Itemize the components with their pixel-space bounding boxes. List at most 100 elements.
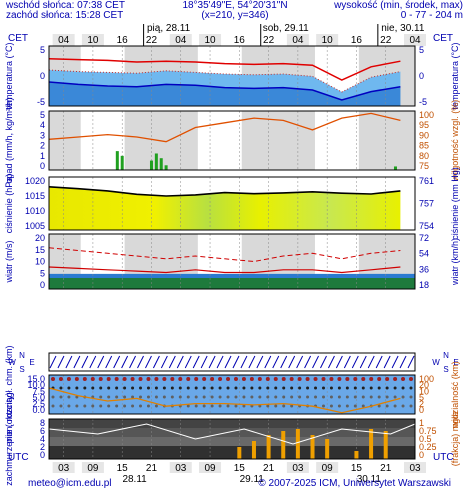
cloud-dot-1-13 [154,386,158,390]
wind-arrow-32 [304,355,312,369]
bottom-hour-cell-9 [316,462,339,473]
cloud-dot-1-20 [210,386,214,390]
cloud-dot-2-40 [369,395,373,399]
bottom-hour-label-5: 09 [204,463,216,474]
cloud-dot-2-8 [115,395,119,399]
temp-min-line [48,81,401,101]
cloud-dot-0-42 [385,377,390,381]
temp-mid-line [48,69,401,93]
cloud-dot-0-44 [401,377,406,381]
bottom-hour-cell-11 [374,462,397,473]
cloud-dot-1-23 [234,386,238,390]
cover-band-0 [49,419,415,428]
wind-arrow-42 [383,355,391,369]
top-hour-cell-2 [111,34,134,46]
cloud-dot-1-35 [329,386,333,390]
cloud-dot-3-23 [234,404,238,408]
bottom-hour-label-11: 21 [380,463,392,474]
cloud-dot-2-37 [345,395,349,399]
cloud-dot-1-45 [409,386,413,390]
sunrise-text: wschód słońca: 07:38 CET [6,0,125,11]
top-day-label-0: pią, 28.11 [147,23,191,34]
wind-title-left: wiatr (m/s) [4,241,14,284]
bottom-hour-label-12: 03 [409,463,421,474]
cloud-dot-0-9 [122,377,127,381]
pressure-fill [49,186,401,230]
cloud-dot-0-20 [210,377,215,381]
cloud-dot-2-23 [234,395,238,399]
cloud-dot-0-4 [82,377,87,381]
top-hour-cell-10 [345,34,368,46]
cloud-dot-3-38 [353,404,357,408]
cover-tick-left-3: 2 [40,442,45,452]
cloud-dot-1-29 [282,386,286,390]
wind-arrow-11 [137,355,144,369]
wind-tick-left-2: 10 [35,257,45,267]
cloud-dot-0-26 [257,377,262,381]
cloud-dot-2-16 [178,395,182,399]
cloud-dot-3-27 [266,404,270,408]
wind-arrow-20 [208,355,216,369]
cloud-dot-3-22 [226,404,230,408]
visibility-line [48,387,401,414]
cloud-dot-1-25 [250,386,254,390]
cloud-dot-3-39 [361,404,365,408]
cloud-dot-0-6 [98,377,103,381]
bottom-hour-cell-4 [169,462,192,473]
cover-tick-left-0: 8 [40,418,45,428]
top-hour-label-3: 22 [146,35,158,46]
cloud-dot-3-9 [123,404,127,408]
wind-arrow-17 [184,355,192,369]
fog-tick-right-3: 0.25 [419,442,437,452]
cloud-dot-1-32 [306,386,310,390]
wind-arrow-6 [97,355,105,369]
cloud-dot-1-16 [178,386,182,390]
cloud-dot-3-18 [194,404,198,408]
cloud-dot-2-7 [107,395,111,399]
fog-tick-right-4: 0 [419,450,424,460]
cloud-dot-2-28 [274,395,278,399]
cloud-dot-2-1 [59,395,63,399]
wind-arrow-2 [65,355,73,369]
cloud-dot-1-12 [146,386,150,390]
humidity-title-right: wilgotność wzgl. (%) [450,100,460,183]
cloud-dot-0-5 [90,377,95,381]
pressure-title-left: ciśnienie (hPa) [4,174,14,234]
footer-copyright: © 2007-2025 ICM, Uniwersytet Warszawski [258,478,451,489]
cloud-dot-2-38 [353,395,357,399]
wind-arrow-14 [160,355,168,369]
wind-arrow-43 [391,355,399,369]
cloud-dot-1-31 [298,386,302,390]
wind-arrow-31 [296,355,304,369]
wind-arrow-29 [280,355,288,369]
precip-panel-frame [48,110,416,171]
cloud-dot-1-17 [186,386,190,390]
cover-tick-left-2: 4 [40,434,45,444]
top-hour-cell-12 [404,34,426,46]
cloud-dot-1-26 [258,386,262,390]
cloud-dot-2-26 [258,395,262,399]
cloud-tick-left-0: 15.0 [27,374,45,384]
vis-tick-right-0: 100 [419,374,434,384]
cloud-dot-2-0 [51,395,55,399]
cover-title-left: zachmurzenie (oktanty) [4,392,14,486]
wind-arrow-39 [359,355,367,369]
wind-arrow-33 [312,355,319,369]
top-hour-label-5: 10 [204,35,216,46]
wind-tick-right-2: 36 [419,264,429,274]
bottom-hour-label-4: 03 [175,463,187,474]
wind-arrow-5 [89,355,97,369]
cloud-dot-2-36 [337,395,341,399]
cloud-dot-3-13 [154,404,158,408]
wind-arrow-45 [407,355,415,369]
precip-tick-left-2: 3 [40,130,45,140]
bottom-hour-label-10: 15 [351,463,363,474]
timezone-top-right: CET [433,33,453,44]
wind-arrow-7 [105,355,113,369]
top-hour-label-11: 22 [380,35,392,46]
cloud-dot-0-40 [369,377,374,381]
visibility-title-right: widzialność (km) [450,361,460,429]
temp-tick-left-2: -5 [37,97,45,107]
fog-bar-4 [295,429,300,459]
